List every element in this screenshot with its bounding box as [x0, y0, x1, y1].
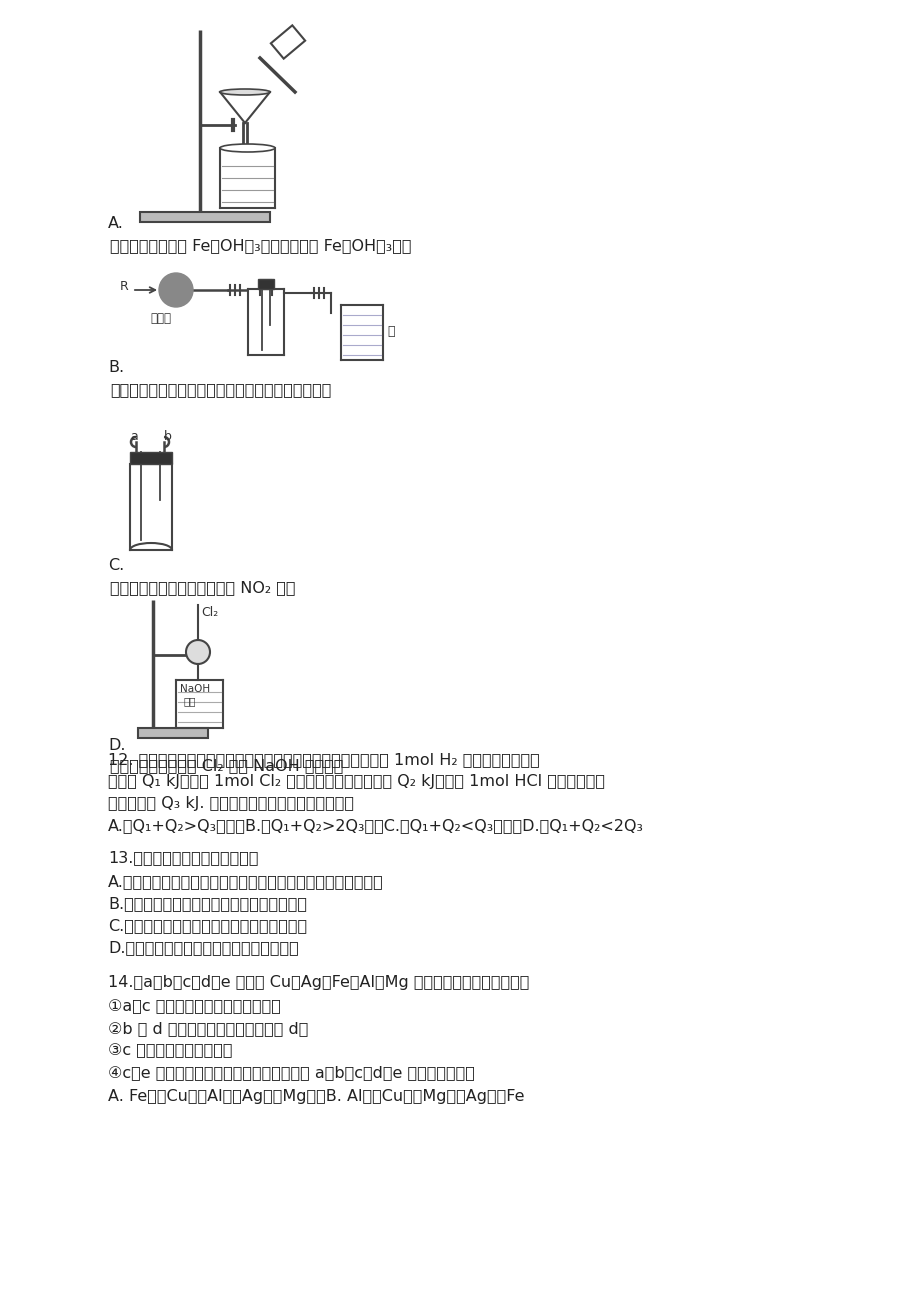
- FancyBboxPatch shape: [130, 452, 172, 464]
- Text: ④c、e 在冷浓硫酸中发生鐖化．由此可判断 a、b、c、d、e 依次为（　　）: ④c、e 在冷浓硫酸中发生鐖化．由此可判断 a、b、c、d、e 依次为（ ）: [108, 1065, 474, 1079]
- Text: D.: D.: [108, 738, 125, 753]
- Text: A.　任何化学反应，只要是放热反应，理论上都能设计成原电池: A. 任何化学反应，只要是放热反应，理论上都能设计成原电池: [108, 874, 383, 889]
- Circle shape: [186, 641, 210, 664]
- Text: 碱石灰: 碱石灰: [150, 312, 171, 326]
- Text: a: a: [130, 430, 138, 443]
- Text: D.　原子结合成分子过程中一定释放出能量: D. 原子结合成分子过程中一定释放出能量: [108, 940, 299, 954]
- Text: R: R: [119, 280, 129, 293]
- Text: ②b 与 d 的硕酸盐反应，置换出单质 d；: ②b 与 d 的硕酸盐反应，置换出单质 d；: [108, 1021, 308, 1036]
- Text: 水: 水: [387, 326, 394, 339]
- Text: A.: A.: [108, 216, 124, 230]
- Text: NaOH: NaOH: [180, 684, 210, 694]
- Text: C.: C.: [108, 559, 124, 573]
- Text: C.　需要加热才能发生的反应一定是吸热反应: C. 需要加热才能发生的反应一定是吸热反应: [108, 918, 307, 934]
- Text: 如图装置可用于证明 Cl₂ 易与 NaOH 溶液反应: 如图装置可用于证明 Cl₂ 易与 NaOH 溶液反应: [110, 758, 343, 773]
- Ellipse shape: [220, 89, 269, 95]
- Text: b: b: [164, 430, 172, 443]
- Text: 如图装置可用于排空气法收集 NO₂ 气体: 如图装置可用于排空气法收集 NO₂ 气体: [110, 579, 295, 595]
- Ellipse shape: [220, 145, 275, 152]
- Text: 12. 氢气在氯气中燃烧时产生苍白色火焊．在反应过程中，破坏 1mol H₂ 中的化学键消耗的: 12. 氢气在氯气中燃烧时产生苍白色火焊．在反应过程中，破坏 1mol H₂ 中…: [108, 753, 539, 767]
- Text: B.: B.: [108, 359, 124, 375]
- Text: 能量为 Q₁ kJ，破坏 1mol Cl₂ 中的化学键消耗的能量为 Q₂ kJ，形成 1mol HCl 中的化学键释: 能量为 Q₁ kJ，破坏 1mol Cl₂ 中的化学键消耗的能量为 Q₂ kJ，…: [108, 773, 605, 789]
- Text: 14.　a、b、c、d、e 分别是 Cu、Ag、Fe、Al、Mg 五种金属中的一种．已知：: 14. a、b、c、d、e 分别是 Cu、Ag、Fe、Al、Mg 五种金属中的一…: [108, 975, 528, 990]
- Text: Cl₂: Cl₂: [200, 605, 218, 618]
- FancyBboxPatch shape: [140, 212, 269, 223]
- Circle shape: [159, 273, 193, 307]
- Text: 放的能量为 Q₃ kJ. 下列关系式中，正确的是（　　）: 放的能量为 Q₃ kJ. 下列关系式中，正确的是（ ）: [108, 796, 354, 811]
- Text: A.　Q₁+Q₂>Q₃　　　B.　Q₁+Q₂>2Q₃　　C.　Q₁+Q₂<Q₃　　　D.　Q₁+Q₂<2Q₃: A. Q₁+Q₂>Q₃ B. Q₁+Q₂>2Q₃ C. Q₁+Q₂<Q₃ D. …: [108, 818, 643, 833]
- Text: 溶液: 溶液: [184, 697, 197, 706]
- Text: ①a、c 皆能与稀硫酸反应放出气体；: ①a、c 皆能与稀硫酸反应放出气体；: [108, 999, 280, 1014]
- Text: A. Fe　　Cu　　Al　　Ag　　Mg　　B. Al　　Cu　　Mg　　Ag　　Fe: A. Fe Cu Al Ag Mg B. Al Cu Mg Ag Fe: [108, 1088, 524, 1104]
- FancyBboxPatch shape: [257, 279, 274, 289]
- Text: 13.　下列说法正确的是（　　）: 13. 下列说法正确的是（ ）: [108, 850, 258, 865]
- Text: 如图装置可用于从 Fe（OH）₃胶体中过滤出 Fe（OH）₃胵粒: 如图装置可用于从 Fe（OH）₃胶体中过滤出 Fe（OH）₃胵粒: [110, 238, 411, 253]
- Text: ③c 与强碗反应放出气体；: ③c 与强碗反应放出气体；: [108, 1043, 233, 1059]
- Text: B.　周期表中所有元素都是从自然界中发现的: B. 周期表中所有元素都是从自然界中发现的: [108, 896, 307, 911]
- FancyBboxPatch shape: [138, 728, 208, 738]
- Text: 如图装置可用于干燥、收集氨气，并吸收多余的氨气: 如图装置可用于干燥、收集氨气，并吸收多余的氨气: [110, 381, 331, 397]
- Polygon shape: [270, 25, 305, 59]
